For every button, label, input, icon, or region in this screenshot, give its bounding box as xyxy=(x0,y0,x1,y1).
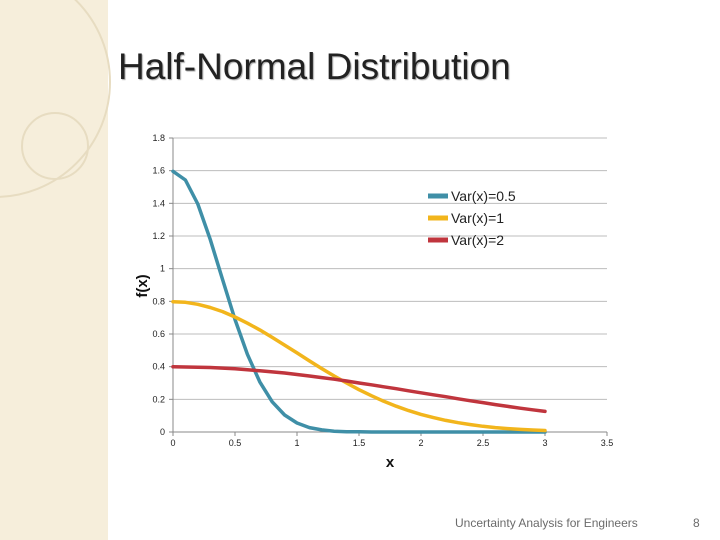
x-tick-label: 3.5 xyxy=(601,438,614,448)
y-tick-label: 1 xyxy=(160,264,165,274)
y-tick-label: 1.6 xyxy=(152,166,165,176)
y-tick-label: 0.2 xyxy=(152,394,165,404)
gridlines xyxy=(173,137,607,400)
x-tick-label: 0.5 xyxy=(229,438,242,448)
series-line-1 xyxy=(171,169,547,434)
legend-label: Var(x)=0.5 xyxy=(451,188,516,204)
x-tick-label: 1 xyxy=(294,438,299,448)
slide-title: Half-Normal Distribution xyxy=(118,46,511,87)
y-tick-label: 1.4 xyxy=(152,198,165,208)
y-tick-label: 0.8 xyxy=(152,296,165,306)
x-axis-title: x xyxy=(386,454,395,471)
y-tick-label: 0.6 xyxy=(152,329,165,339)
footer-text: Uncertainty Analysis for Engineers xyxy=(455,516,638,530)
y-tick-label: 1.2 xyxy=(152,231,165,241)
legend-label: Var(x)=2 xyxy=(451,232,504,248)
x-tick-labels: 0 0.5 1 1.5 2 2.5 3 3.5 xyxy=(170,438,613,448)
page-number: 8 xyxy=(693,516,700,530)
y-tick-label: 1.8 xyxy=(152,133,165,143)
x-tick-label: 2.5 xyxy=(477,438,490,448)
series-line-3 xyxy=(171,365,547,414)
legend-label: Var(x)=1 xyxy=(451,210,504,226)
y-tick-label: 0 xyxy=(160,427,165,437)
y-axis-title: f(x) xyxy=(134,274,151,297)
axes xyxy=(169,137,608,436)
x-tick-label: 3 xyxy=(542,438,547,448)
series-line-2 xyxy=(171,299,547,433)
sidebar-strip xyxy=(0,0,108,540)
x-tick-label: 0 xyxy=(170,438,175,448)
legend: Var(x)=0.5 Var(x)=1 Var(x)=2 xyxy=(428,188,516,248)
y-tick-label: 0.4 xyxy=(152,362,165,372)
series-lines xyxy=(171,169,547,434)
decorative-circles xyxy=(0,0,111,198)
x-tick-label: 2 xyxy=(418,438,423,448)
x-tick-label: 1.5 xyxy=(353,438,366,448)
y-tick-labels: 0 0.2 0.4 0.6 0.8 1 1.2 1.4 1.6 1.8 xyxy=(152,133,165,437)
